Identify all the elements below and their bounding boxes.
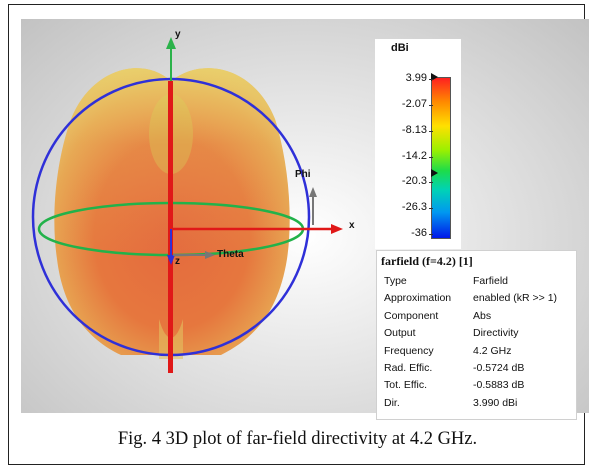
colorbar-tick-mark: [429, 156, 433, 158]
colorbar-tick-label: 3.99: [405, 72, 427, 84]
colorbar-tick-mark: [429, 130, 433, 132]
info-row-key: Frequency: [384, 344, 434, 357]
info-row-key: Tot. Effic.: [384, 379, 427, 392]
info-row-value: Farfield: [473, 275, 509, 287]
info-row-key: Output: [384, 327, 416, 340]
farfield-3d-viewport[interactable]: y x z Theta Phi dBi 3.99 -2.07 -8.13 -14.2 -…: [21, 19, 589, 420]
x-axis-label: x: [349, 220, 355, 231]
colorbar-tick-label: -2.07: [401, 97, 427, 110]
info-row-value: Abs: [473, 309, 492, 322]
theta-arrowhead: [205, 251, 215, 259]
colorbar-gradient: [431, 77, 451, 239]
info-row-key: Dir.: [384, 396, 400, 409]
colorbar-legend: dBi 3.99 -2.07 -8.13 -14.2 -20.3 -26.3 -36: [375, 39, 461, 249]
phi-label: Phi: [295, 169, 311, 180]
colorbar-tick-mark: [429, 208, 433, 210]
colorbar-tick-label: -36: [411, 227, 427, 239]
figure-caption: Fig. 4 3D plot of far-field directivity …: [117, 429, 478, 449]
colorbar-unit: dBi: [391, 42, 409, 54]
info-row-value: 4.2 GHz: [473, 344, 512, 357]
info-row-value: -0.5724 dB: [473, 362, 525, 374]
farfield-scene: [31, 37, 343, 373]
colorbar-tick-label: -26.3: [401, 201, 427, 214]
y-axis-label: y: [175, 29, 181, 40]
colorbar-max-marker: [431, 73, 438, 81]
farfield-info-panel: farfield (f=4.2) [1] Type Farfield Approxi…: [376, 250, 577, 420]
colorbar-tick-mark: [429, 104, 433, 106]
info-row-key: Rad. Effic.: [384, 362, 433, 374]
z-axis-arrowhead: [167, 255, 175, 265]
figure-frame: y x z Theta Phi dBi 3.99 -2.07 -8.13 -14.2 -…: [8, 4, 589, 465]
x-axis-arrowhead: [331, 224, 343, 234]
info-row-value: enabled (kR >> 1): [473, 292, 558, 305]
info-row-key: Component: [384, 309, 439, 322]
colorbar-level-marker: [431, 169, 438, 177]
phi-arrowhead: [309, 187, 317, 197]
colorbar-tick-label: -20.3: [401, 175, 427, 188]
colorbar-tick-mark: [429, 79, 433, 80]
z-axis-label: z: [175, 256, 180, 267]
info-title: farfield (f=4.2) [1]: [381, 254, 473, 268]
colorbar-tick-mark: [429, 182, 433, 184]
colorbar-tick-label: -8.13: [401, 123, 427, 136]
info-row-key: Type: [384, 275, 407, 287]
theta-label: Theta: [217, 249, 244, 260]
colorbar-tick-label: -14.2: [401, 149, 427, 162]
y-axis-arrowhead: [166, 37, 176, 49]
info-row-value: -0.5883 dB: [473, 379, 525, 392]
info-row-value: 3.990 dBi: [473, 396, 518, 409]
info-row-key: Approximation: [384, 292, 452, 305]
info-row-value: Directivity: [473, 327, 519, 340]
vertical-red-axis: [168, 81, 173, 373]
colorbar-tick-mark: [429, 234, 433, 235]
